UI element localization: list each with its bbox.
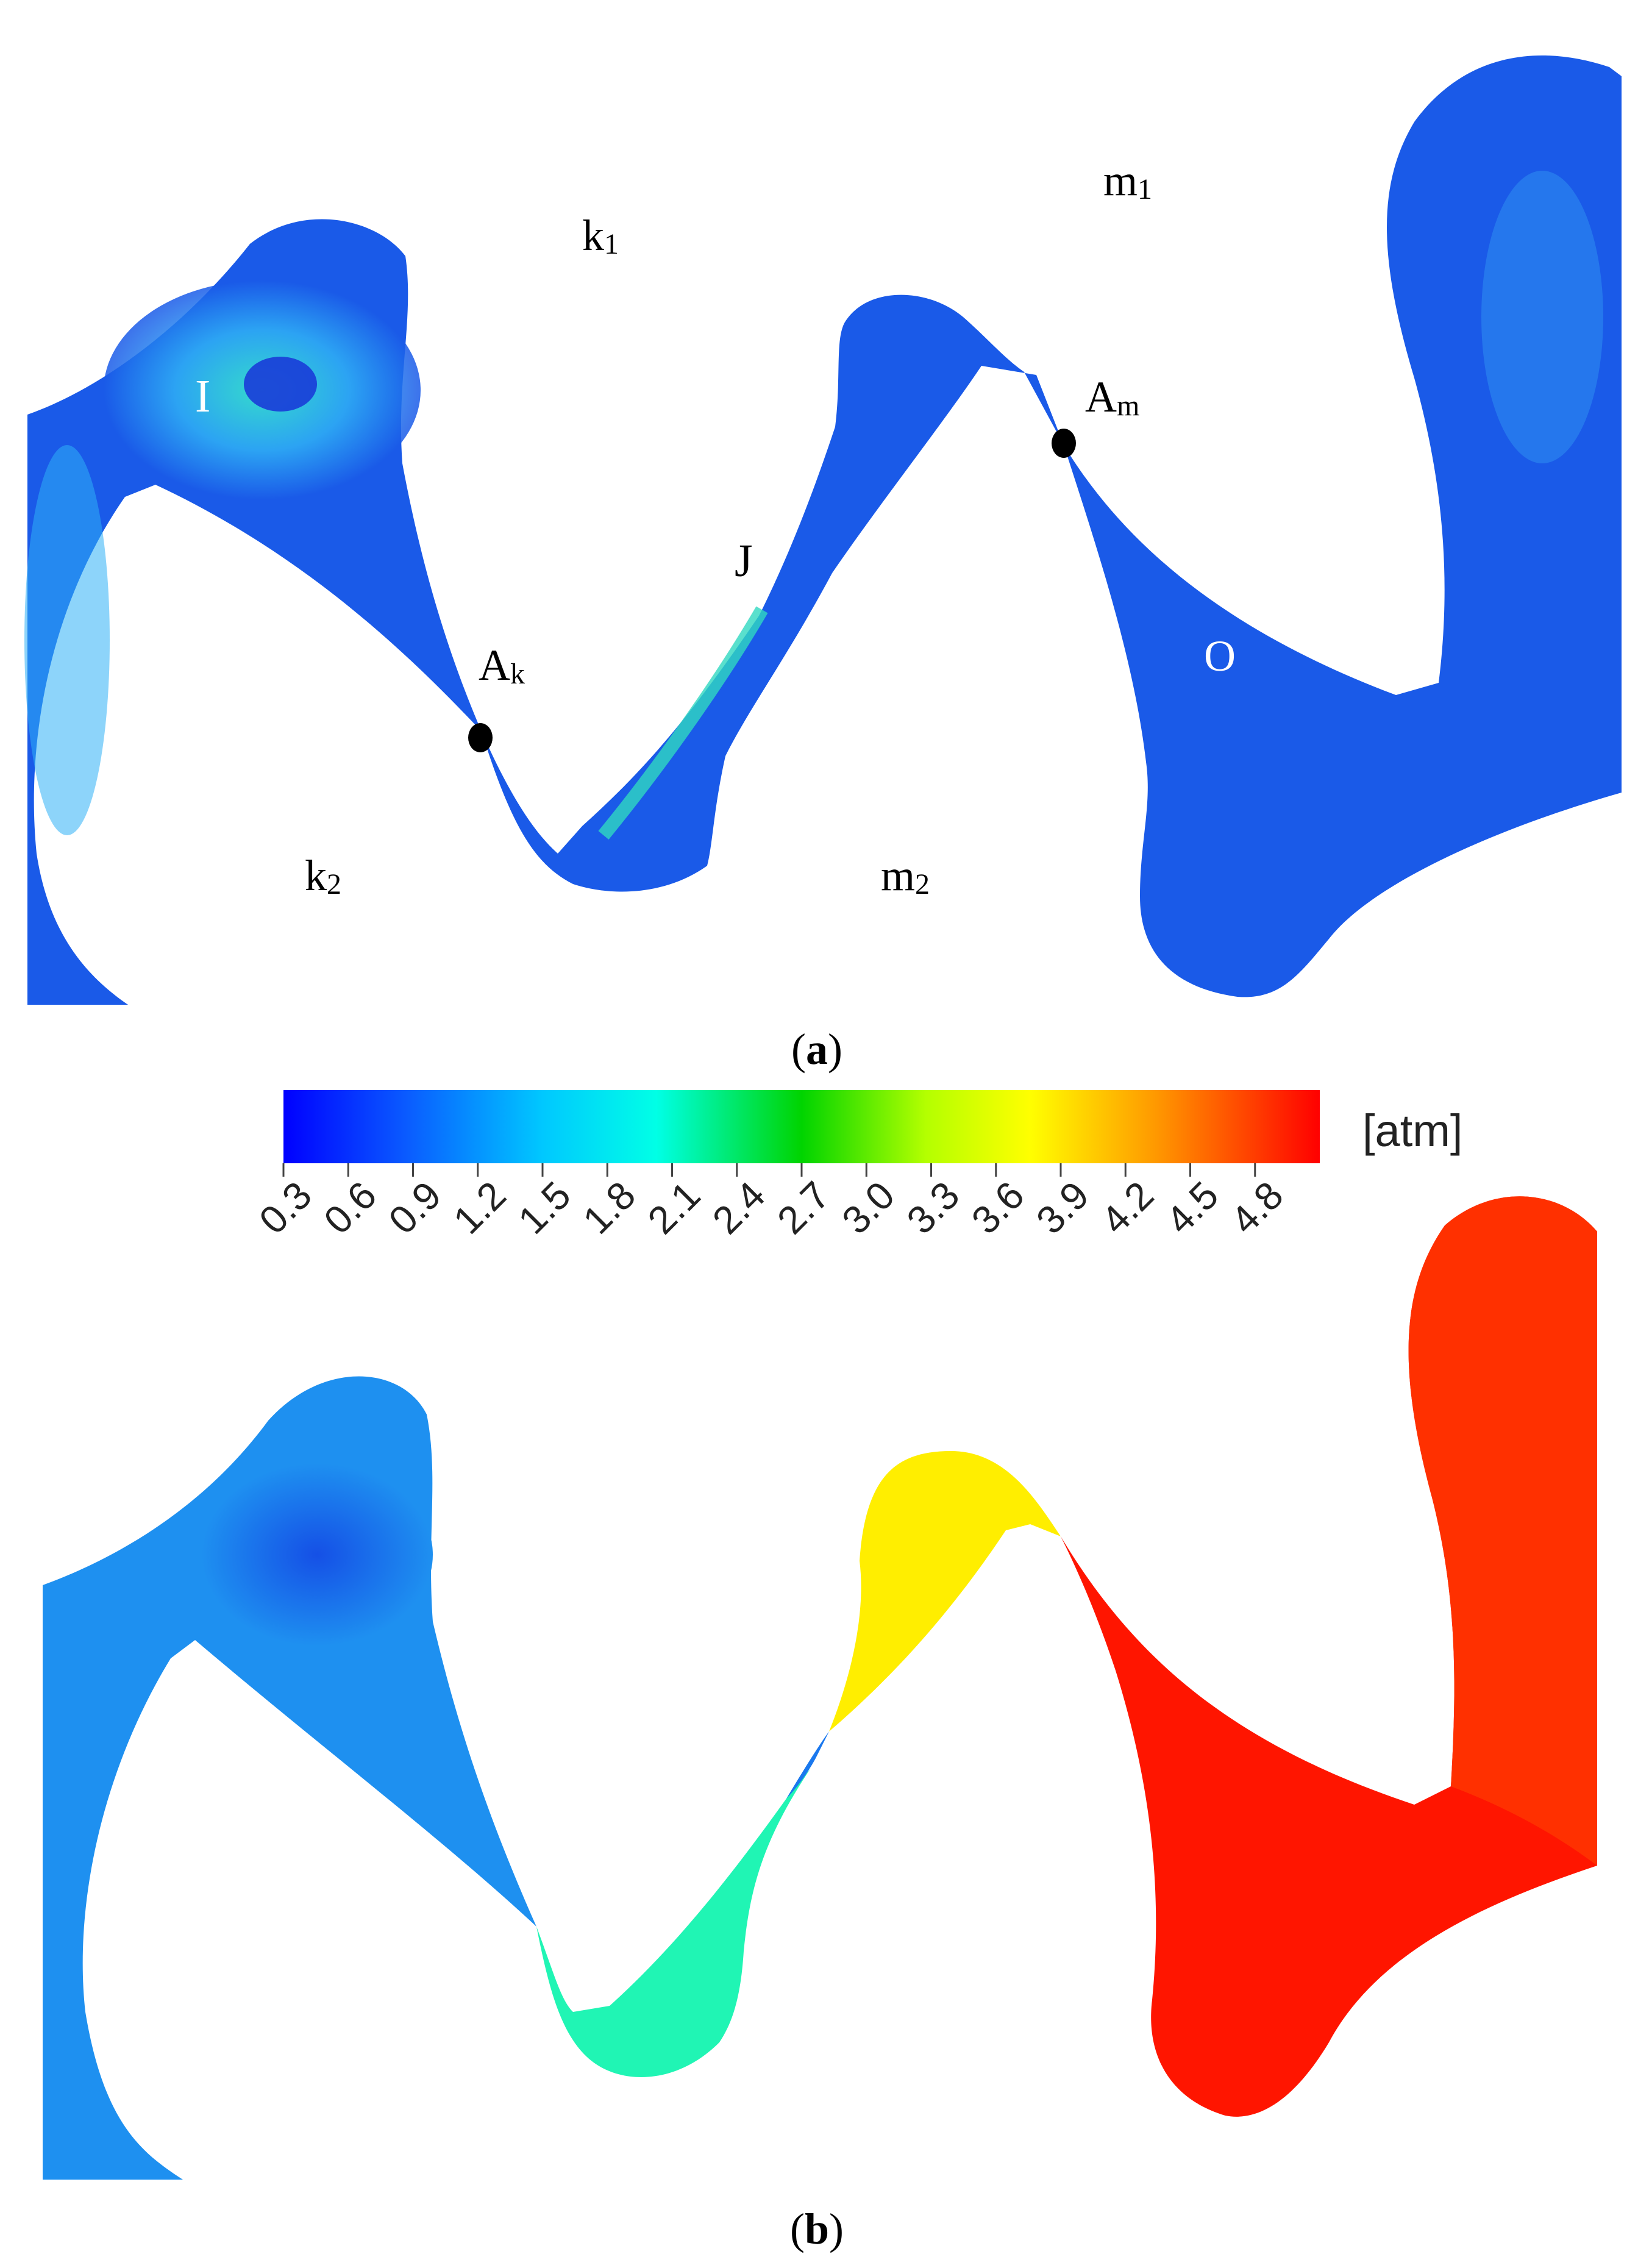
panel-b-center-lower [536,1768,811,2078]
colorbar-tick-label: 4.5 [1158,1173,1227,1243]
panel-a-center-streak [598,606,768,840]
colorbar-unit: [atm] [1362,1105,1462,1156]
colorbar-tick-label: 2.7 [769,1173,838,1243]
svg-text:k1: k1 [582,211,619,260]
svg-text:(b): (b) [790,2205,844,2253]
label-Ak: A [479,641,510,690]
colorbar-tick-label: 2.1 [639,1173,709,1243]
caption-b-letter: b [805,2205,829,2253]
panel-b-right-top [1408,1196,1597,1866]
panel-a-center-lobe [482,294,1064,892]
svg-text:Am: Am [1085,373,1139,422]
label-J: J [735,535,753,587]
svg-text:Ak: Ak [479,641,525,690]
label-m1-sub: 1 [1138,173,1152,205]
label-k2: k [305,851,327,900]
svg-text:k2: k2 [305,851,341,900]
caption-a-close: ) [828,1025,842,1074]
label-Ak-sub: k [510,658,525,690]
panel-a: k1 m1 k2 m2 I J O Ak Am (a) [24,55,1622,1074]
label-I: I [195,371,210,422]
caption-a-letter: a [806,1025,828,1074]
caption-b-close: ) [829,2205,844,2253]
colorbar-tick-label: 3.3 [899,1173,968,1243]
panel-b-center-upper [829,1451,1061,1731]
colorbar-tick-label: 2.4 [704,1173,774,1243]
svg-text:m1: m1 [1103,156,1152,205]
caption-b-open: ( [790,2205,805,2253]
marker-Ak [468,723,493,752]
panel-b-center-neck [786,1731,829,1799]
label-k1-sub: 1 [604,228,619,260]
panel-a-right-lobe [1064,55,1622,997]
colorbar-gradient [283,1090,1320,1163]
colorbar-tick-label: 0.3 [251,1173,320,1243]
colorbar-tick-label: 0.6 [315,1173,385,1243]
label-m2: m [881,851,915,900]
colorbar-tick-label: 0.9 [380,1173,450,1243]
label-m2-sub: 2 [915,868,930,900]
label-O: O [1204,632,1236,680]
panel-b: (b) [43,1196,1597,2253]
colorbar-tick-label: 3.9 [1028,1173,1097,1243]
colorbar-tick-label: 1.8 [574,1173,644,1243]
label-Am-sub: m [1117,390,1139,422]
colorbar-tick-label: 3.6 [963,1173,1033,1243]
caption-a-open: ( [791,1025,806,1074]
label-Am: A [1085,373,1117,421]
colorbar-tick-label: 3.0 [833,1173,903,1243]
label-m1: m [1103,156,1138,205]
label-k2-sub: 2 [327,868,341,900]
colorbar-tick-label: 1.5 [510,1173,579,1243]
panel-a-inlet-edge [24,445,110,835]
colorbar: [atm] 0.30.60.91.21.51.82.12.42.73.03.33… [251,1090,1462,1243]
colorbar-ticks: 0.30.60.91.21.51.82.12.42.73.03.33.63.94… [251,1163,1292,1243]
marker-Am [1052,429,1076,458]
panel-a-inlet-core [244,357,317,412]
panel-b-left-core [201,1463,433,1646]
colorbar-tick-label: 1.2 [445,1173,515,1243]
svg-text:(a): (a) [791,1025,842,1074]
colorbar-tick-label: 4.2 [1092,1173,1162,1243]
colorbar-tick-label: 4.8 [1222,1173,1292,1243]
panel-a-outlet-light [1481,171,1603,463]
label-k1: k [582,211,604,260]
svg-text:m2: m2 [881,851,930,900]
